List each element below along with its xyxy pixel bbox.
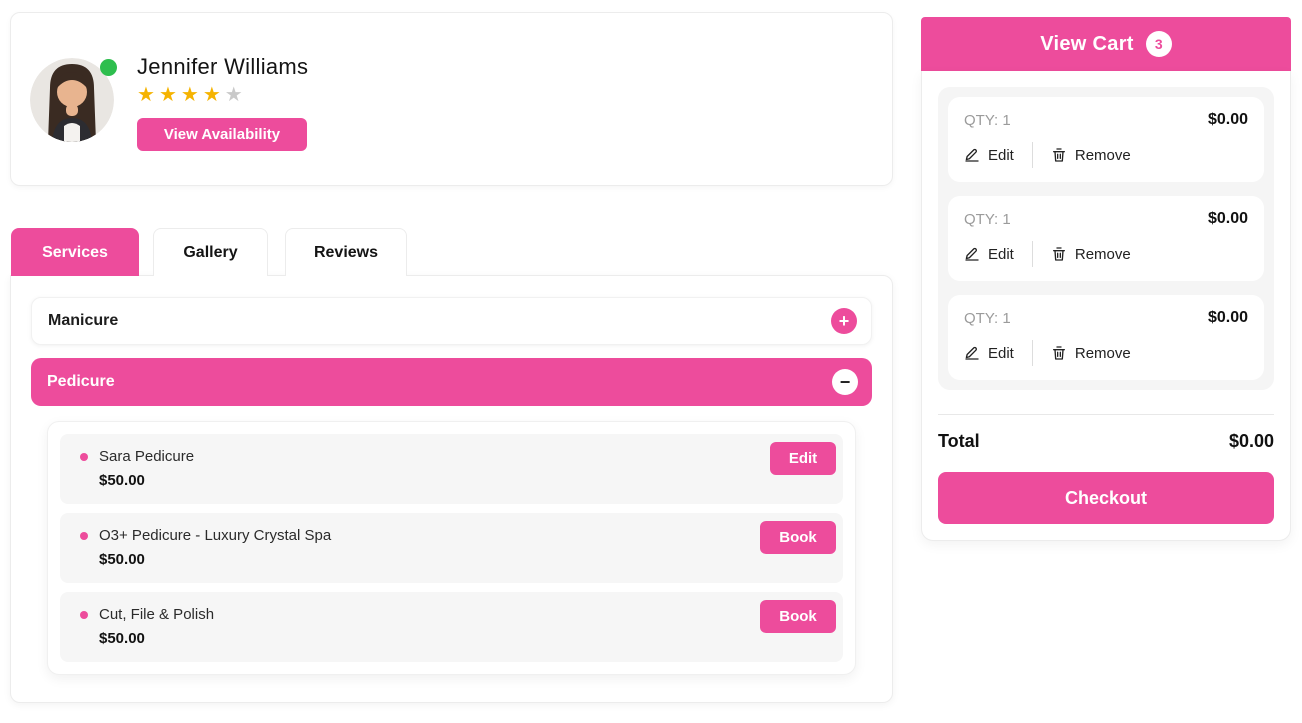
service-price: $50.00 xyxy=(99,472,145,489)
cart-item-price: $0.00 xyxy=(1207,210,1248,227)
service-price: $50.00 xyxy=(99,551,145,568)
cart-panel: View Cart 3 QTY: 1 $0.00 Edit xyxy=(921,17,1291,541)
left-column: Jennifer Williams ★★★★★ View Availabilit… xyxy=(10,12,893,703)
cart-item: QTY: 1 $0.00 Edit Remove xyxy=(948,196,1264,281)
cart-item-price: $0.00 xyxy=(1207,309,1248,326)
tab-reviews[interactable]: Reviews xyxy=(285,228,407,276)
cart-remove-link[interactable]: Remove xyxy=(1051,246,1131,263)
view-cart-button[interactable]: View Cart 3 xyxy=(921,17,1291,71)
cart-item: QTY: 1 $0.00 Edit Remove xyxy=(948,97,1264,182)
cart-item-qty: QTY: 1 xyxy=(964,309,1011,327)
avatar-image xyxy=(30,58,114,142)
accordion-pedicure[interactable]: Pedicure − xyxy=(31,358,872,406)
pencil-icon xyxy=(965,247,979,261)
bullet-icon xyxy=(80,531,88,540)
collapse-minus-icon[interactable]: − xyxy=(832,369,858,395)
cart-edit-label: Edit xyxy=(988,146,1014,164)
pencil-icon xyxy=(965,148,979,162)
accordion-manicure[interactable]: Manicure + xyxy=(31,297,872,345)
profile-info: Jennifer Williams ★★★★★ View Availabilit… xyxy=(137,54,308,151)
cart-edit-link[interactable]: Edit xyxy=(964,345,1014,362)
service-price: $50.00 xyxy=(99,630,145,647)
divider xyxy=(938,414,1274,415)
cart-body: QTY: 1 $0.00 Edit Remove xyxy=(921,71,1291,541)
star-icon: ★ xyxy=(158,84,181,106)
tab-gallery[interactable]: Gallery xyxy=(153,228,268,276)
cart-title: View Cart xyxy=(1040,32,1134,55)
cart-item: QTY: 1 $0.00 Edit Remove xyxy=(948,295,1264,380)
cart-edit-link[interactable]: Edit xyxy=(964,246,1014,263)
service-list-card: Sara Pedicure $50.00 Edit O3+ Pedicure -… xyxy=(47,421,856,675)
services-panel: Manicure + Pedicure − Sara Pedicure $50.… xyxy=(10,275,893,703)
book-service-button[interactable]: Book xyxy=(760,521,836,554)
divider xyxy=(1031,340,1033,366)
star-icon: ★ xyxy=(180,84,203,106)
accordion-pedicure-label: Pedicure xyxy=(47,373,115,390)
pencil-icon xyxy=(965,346,979,360)
expand-plus-icon[interactable]: + xyxy=(831,308,857,334)
service-row: O3+ Pedicure - Luxury Crystal Spa $50.00… xyxy=(60,513,843,583)
total-value: $0.00 xyxy=(1228,431,1274,451)
star-icon: ★ xyxy=(224,84,247,106)
cart-edit-label: Edit xyxy=(988,344,1014,362)
star-rating: ★★★★★ xyxy=(137,84,308,106)
service-name: O3+ Pedicure - Luxury Crystal Spa xyxy=(99,527,332,544)
cart-remove-link[interactable]: Remove xyxy=(1051,345,1131,362)
cart-items-container: QTY: 1 $0.00 Edit Remove xyxy=(938,87,1274,390)
cart-remove-label: Remove xyxy=(1074,245,1131,263)
trash-icon xyxy=(1052,148,1065,162)
service-name: Cut, File & Polish xyxy=(99,606,215,623)
edit-service-button[interactable]: Edit xyxy=(770,442,836,475)
cart-item-qty: QTY: 1 xyxy=(964,111,1011,129)
service-row: Cut, File & Polish $50.00 Book xyxy=(60,592,843,662)
star-icon: ★ xyxy=(202,84,225,106)
bullet-icon xyxy=(80,610,88,619)
cart-remove-label: Remove xyxy=(1074,146,1131,164)
cart-item-qty: QTY: 1 xyxy=(964,210,1011,228)
profile-card: Jennifer Williams ★★★★★ View Availabilit… xyxy=(10,12,893,186)
avatar xyxy=(30,58,117,142)
cart-total-row: Total $0.00 xyxy=(938,431,1274,452)
cart-edit-label: Edit xyxy=(988,245,1014,263)
accordion-manicure-label: Manicure xyxy=(48,312,119,329)
book-service-button[interactable]: Book xyxy=(760,600,836,633)
cart-remove-link[interactable]: Remove xyxy=(1051,147,1131,164)
checkout-button[interactable]: Checkout xyxy=(938,472,1274,524)
star-icon: ★ xyxy=(137,84,159,106)
cart-remove-label: Remove xyxy=(1074,344,1131,362)
tab-services[interactable]: Services xyxy=(11,228,139,276)
total-label: Total xyxy=(938,431,980,451)
tab-bar: Services Gallery Reviews xyxy=(11,228,893,276)
online-status-dot xyxy=(100,59,117,76)
bullet-icon xyxy=(80,452,88,461)
cart-edit-link[interactable]: Edit xyxy=(964,147,1014,164)
divider xyxy=(1031,241,1033,267)
cart-item-price: $0.00 xyxy=(1207,111,1248,128)
service-row: Sara Pedicure $50.00 Edit xyxy=(60,434,843,504)
divider xyxy=(1031,142,1033,168)
cart-count-badge: 3 xyxy=(1145,31,1172,57)
view-availability-button[interactable]: View Availability xyxy=(137,118,307,151)
trash-icon xyxy=(1052,346,1065,360)
trash-icon xyxy=(1052,247,1065,261)
service-name: Sara Pedicure xyxy=(99,448,195,465)
stylist-name: Jennifer Williams xyxy=(137,54,309,79)
